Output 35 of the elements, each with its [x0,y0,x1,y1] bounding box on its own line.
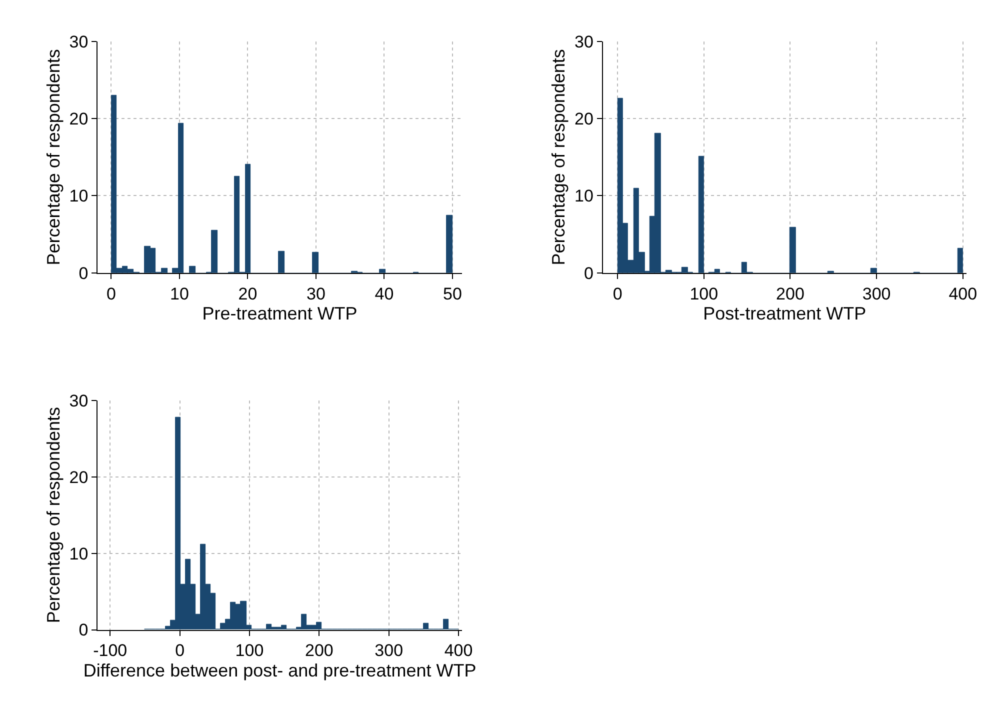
x-tick-label: 400 [444,641,473,660]
x-tick-label: 100 [235,641,264,660]
y-tick-label: 30 [69,32,88,52]
x-tick-label: 10 [170,284,189,304]
x-tick-label: 200 [776,284,804,304]
y-tick-label: 0 [78,620,88,640]
y-tick-label: 20 [69,110,88,129]
y-tick-label: 30 [574,32,594,52]
x-tick-label: 0 [175,641,185,660]
x-tick-label: 50 [443,284,462,304]
y-axis-title: Percentage of respondents [548,49,569,266]
x-axis-title: Difference between post- and pre-treatment WTP [83,660,476,680]
x-tick-label: 30 [306,284,326,304]
x-axis-title: Post-treatment WTP [703,303,866,324]
x-tick-label: -100 [93,641,128,660]
x-tick-label: 200 [304,641,334,660]
x-tick-label: 40 [374,284,394,304]
x-tick-label: 300 [862,284,891,304]
y-tick-label: 20 [574,110,594,129]
y-tick-label: 10 [69,186,88,206]
x-tick-label: 20 [238,284,258,304]
x-tick-label: 400 [948,284,978,304]
y-axis-title: Percentage of respondents [43,406,64,624]
y-tick-label: 0 [78,264,88,283]
y-tick-label: 30 [69,391,88,410]
y-axis-title: Percentage of respondents [43,49,64,266]
y-tick-label: 20 [69,468,88,487]
x-tick-label: 100 [690,284,718,304]
x-axis-title: Pre-treatment WTP [202,303,358,324]
y-tick-label: 10 [574,186,594,206]
y-tick-label: 0 [584,264,594,283]
x-tick-label: 0 [106,284,116,304]
x-tick-label: 0 [612,284,622,304]
y-tick-label: 10 [69,544,88,564]
x-tick-label: 300 [374,641,404,660]
